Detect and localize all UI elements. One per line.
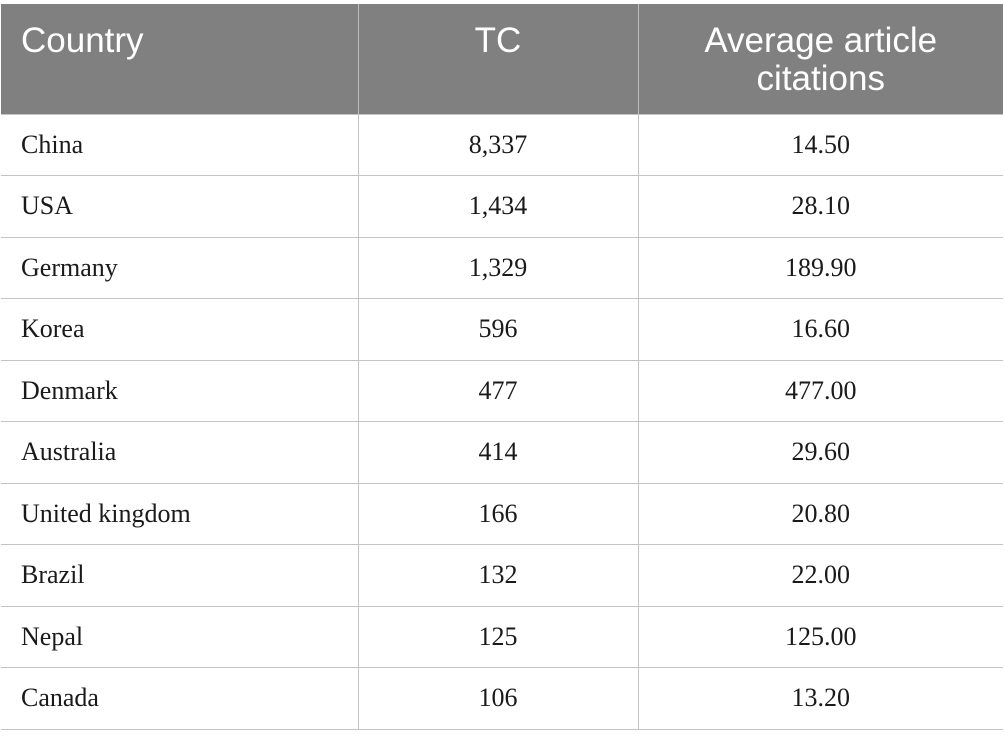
cell-country: USA	[1, 175, 358, 237]
cell-tc: 166	[357, 482, 638, 545]
cell-country: Germany	[1, 236, 358, 299]
citations-table: Country TC Average article citations Chi…	[1, 4, 1003, 730]
cell-tc: 8,337	[357, 113, 638, 176]
cell-average-citations: 14.50	[637, 113, 1003, 176]
cell-average-citations: 189.90	[637, 236, 1003, 299]
cell-country: Denmark	[1, 359, 358, 422]
table-row: Korea 596 16.60	[1, 298, 1003, 360]
cell-country: Canada	[1, 667, 358, 730]
header-row: Country TC Average article citations	[1, 4, 1003, 114]
cell-country: Australia	[1, 421, 358, 483]
table-body: China 8,337 14.50 USA 1,434 28.10 German…	[1, 113, 1003, 730]
table-row: United kingdom 166 20.80	[1, 482, 1003, 545]
cell-country: Nepal	[1, 605, 358, 668]
cell-average-citations: 22.00	[637, 544, 1003, 606]
table-row: China 8,337 14.50	[1, 113, 1003, 176]
cell-country: China	[1, 113, 358, 176]
cell-average-citations: 16.60	[637, 298, 1003, 360]
cell-average-citations: 477.00	[637, 359, 1003, 422]
cell-tc: 1,329	[357, 236, 638, 299]
header-country: Country	[1, 4, 358, 114]
cell-country: United kingdom	[1, 482, 358, 545]
cell-average-citations: 125.00	[637, 605, 1003, 668]
table-row: USA 1,434 28.10	[1, 175, 1003, 237]
cell-country: Korea	[1, 298, 358, 360]
cell-tc: 414	[357, 421, 638, 483]
table-row: Brazil 132 22.00	[1, 544, 1003, 606]
cell-tc: 106	[357, 667, 638, 730]
cell-average-citations: 29.60	[637, 421, 1003, 483]
cell-average-citations: 28.10	[637, 175, 1003, 237]
cell-tc: 477	[357, 359, 638, 422]
header-average-article-citations: Average article citations	[637, 4, 1003, 114]
table-header: Country TC Average article citations	[1, 4, 1003, 114]
cell-average-citations: 13.20	[637, 667, 1003, 730]
cell-tc: 132	[357, 544, 638, 606]
cell-country: Brazil	[1, 544, 358, 606]
table-row: Australia 414 29.60	[1, 421, 1003, 483]
cell-average-citations: 20.80	[637, 482, 1003, 545]
table-row: Denmark 477 477.00	[1, 359, 1003, 422]
cell-tc: 1,434	[357, 175, 638, 237]
table-row: Canada 106 13.20	[1, 667, 1003, 730]
cell-tc: 125	[357, 605, 638, 668]
table-row: Germany 1,329 189.90	[1, 236, 1003, 299]
cell-tc: 596	[357, 298, 638, 360]
table-row: Nepal 125 125.00	[1, 605, 1003, 668]
header-tc: TC	[357, 4, 638, 114]
